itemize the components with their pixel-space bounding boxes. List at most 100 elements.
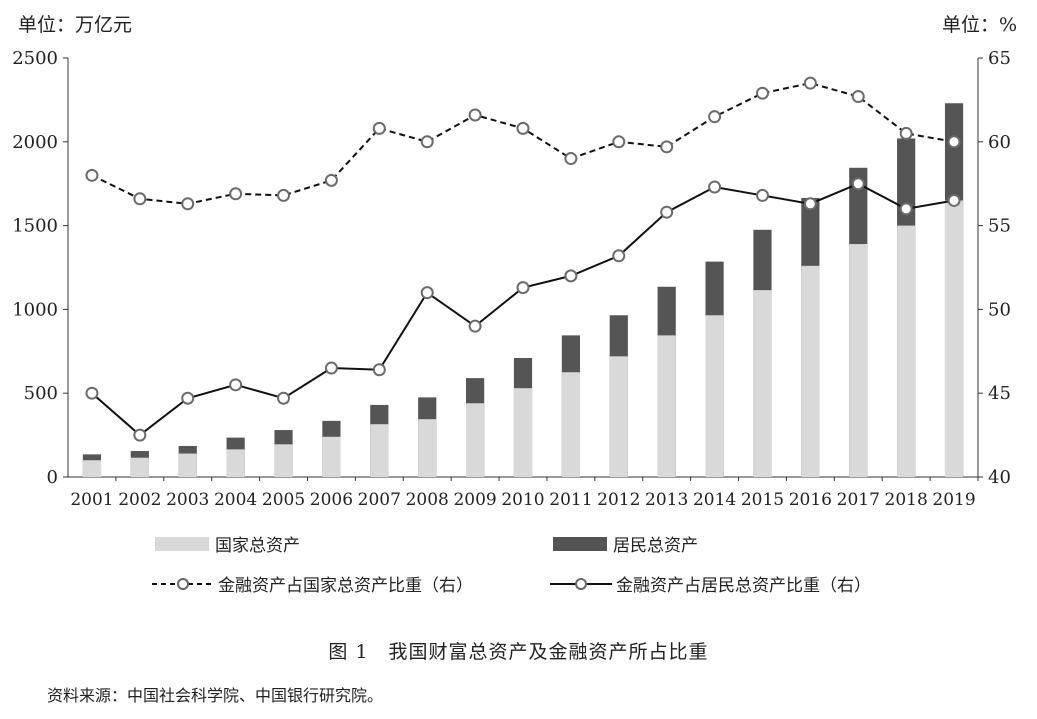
line-national-ratio <box>91 82 955 205</box>
point-national-ratio <box>181 197 195 211</box>
y-right-tick-label: 60 <box>988 132 1011 153</box>
bar-national-assets <box>466 403 485 477</box>
legend-item-resident-ratio: 金融资产占居民总资产比重（右） <box>548 571 871 596</box>
bar-national-assets <box>178 453 197 477</box>
point-national-ratio <box>372 121 386 135</box>
point-national-ratio <box>947 135 961 149</box>
x-tick-label: 2001 <box>70 490 113 510</box>
point-national-ratio <box>420 135 434 149</box>
y-left-tick-label: 1500 <box>12 216 58 237</box>
point-resident-ratio <box>277 391 291 405</box>
x-tick-label: 2005 <box>262 490 305 510</box>
point-resident-ratio <box>372 363 386 377</box>
x-tick-label: 2008 <box>406 490 449 510</box>
point-resident-ratio <box>612 249 626 263</box>
source-note: 资料来源：中国社会科学院、中国银行研究院。 <box>47 686 384 705</box>
point-resident-ratio <box>899 202 913 216</box>
x-tick-label: 2009 <box>453 490 496 510</box>
x-tick-label: 2019 <box>932 490 975 510</box>
bar-national-assets <box>513 388 533 477</box>
point-national-ratio <box>660 140 674 154</box>
point-resident-ratio <box>755 188 769 202</box>
x-tick-label: 2016 <box>789 490 832 510</box>
legend-label-resident-ratio: 金融资产占居民总资产比重（右） <box>616 576 871 596</box>
point-resident-ratio <box>947 193 961 207</box>
point-resident-ratio <box>564 269 578 283</box>
x-tick-label: 2014 <box>693 490 736 510</box>
x-tick-label: 2012 <box>597 490 640 510</box>
point-resident-ratio <box>660 205 674 219</box>
point-national-ratio <box>133 192 147 206</box>
x-tick-label: 2003 <box>166 490 209 510</box>
legend-label-resident: 居民总资产 <box>613 536 698 556</box>
point-national-ratio <box>324 173 338 187</box>
y-right-tick-label: 45 <box>988 383 1011 404</box>
y-left-tick-label: 2000 <box>12 132 58 153</box>
legend-item-national-assets: 国家总资产 <box>155 531 300 556</box>
bar-national-assets <box>657 335 676 477</box>
x-tick-label: 2013 <box>645 490 688 510</box>
point-resident-ratio <box>85 386 99 400</box>
point-resident-ratio <box>516 281 530 295</box>
point-national-ratio <box>468 108 482 122</box>
point-national-ratio <box>803 76 817 90</box>
bar-national-assets <box>753 290 772 477</box>
bar-national-assets <box>418 419 437 477</box>
legend-line-solid-icon <box>550 577 612 590</box>
legend-swatch-resident <box>553 536 607 551</box>
legend-label-national-ratio: 金融资产占国家总资产比重（右） <box>218 576 473 596</box>
point-national-ratio <box>564 152 578 166</box>
legend-item-resident-assets: 居民总资产 <box>553 531 698 556</box>
point-national-ratio <box>899 126 913 140</box>
point-resident-ratio <box>708 180 722 194</box>
point-resident-ratio <box>468 319 482 333</box>
bar-national-assets <box>82 460 102 477</box>
bar-national-assets <box>944 200 964 477</box>
point-resident-ratio <box>181 391 195 405</box>
bar-national-assets <box>705 315 724 477</box>
y-right-tick-label: 50 <box>988 299 1011 320</box>
y-left-tick-label: 0 <box>47 467 58 488</box>
x-tick-label: 2002 <box>118 490 161 510</box>
point-resident-ratio <box>324 361 338 375</box>
y-left-tick-label: 500 <box>24 383 58 404</box>
x-tick-label: 2011 <box>549 490 592 510</box>
bar-national-assets <box>801 265 820 477</box>
point-resident-ratio <box>851 177 865 191</box>
point-resident-ratio <box>420 286 434 300</box>
legend-label-national: 国家总资产 <box>215 536 300 556</box>
figure-caption: 图 1 我国财富总资产及金融资产所占比重 <box>328 641 709 663</box>
y-right-tick-label: 40 <box>988 467 1011 488</box>
bar-national-assets <box>849 244 868 477</box>
y-right-tick-label: 55 <box>988 216 1011 237</box>
point-national-ratio <box>229 187 243 201</box>
x-tick-label: 2004 <box>214 490 257 510</box>
point-national-ratio <box>612 135 626 149</box>
combo-chart: 0 500 1000 1500 2000 2500 40 45 50 55 60 65 2001 2002… <box>12 48 1011 510</box>
x-tick-label: 2015 <box>741 490 784 510</box>
legend-item-national-ratio: 金融资产占国家总资产比重（右） <box>150 571 473 596</box>
bar-national-assets <box>561 372 580 477</box>
x-tick-label: 2017 <box>837 490 880 510</box>
x-tick-label: 2010 <box>501 490 544 510</box>
bar-national-assets <box>130 457 149 477</box>
bar-national-assets <box>370 424 389 477</box>
point-national-ratio <box>755 86 769 100</box>
point-national-ratio <box>85 168 99 182</box>
y-left-tick-label: 2500 <box>12 48 58 69</box>
point-national-ratio <box>516 121 530 135</box>
y-left-tick-label: 1000 <box>12 299 58 320</box>
x-tick-label: 2007 <box>358 490 401 510</box>
point-national-ratio <box>708 110 722 124</box>
bar-national-assets <box>322 436 341 477</box>
legend-line-dashed-icon <box>152 577 214 590</box>
bar-national-assets <box>609 356 628 477</box>
bar-national-assets <box>274 444 293 477</box>
y-right-tick-label: 65 <box>988 48 1011 69</box>
point-national-ratio <box>277 188 291 202</box>
bar-national-assets <box>897 225 916 477</box>
x-tick-label: 2006 <box>310 490 353 510</box>
right-axis-unit: 单位：% <box>941 14 1017 36</box>
point-resident-ratio <box>803 197 817 211</box>
x-tick-label: 2018 <box>885 490 928 510</box>
